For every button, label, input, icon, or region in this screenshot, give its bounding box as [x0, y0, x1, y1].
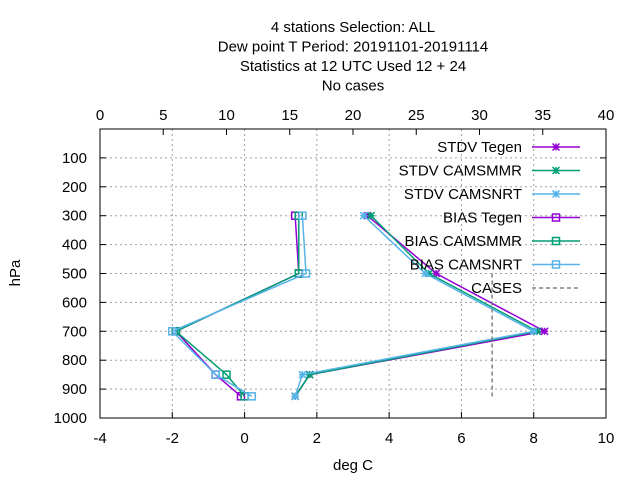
data-series — [168, 211, 549, 401]
data-point — [298, 370, 307, 379]
y-tick-label: 100 — [62, 150, 87, 167]
y-tick-label: 800 — [62, 352, 87, 369]
x2-tick-label: 0 — [96, 107, 104, 124]
grid-lines — [100, 129, 606, 418]
data-point — [211, 370, 220, 379]
x2-tick-label: 10 — [218, 107, 235, 124]
title-line-2: Dew point T Period: 20191101-20191114 — [218, 39, 488, 56]
legend-entry: BIAS CAMSMMR — [404, 233, 580, 250]
x-tick-label: 8 — [530, 430, 538, 447]
title-line-3: Statistics at 12 UTC Used 12 + 24 — [240, 58, 466, 75]
x-tick-label: 4 — [385, 430, 393, 447]
x2-tick-label: 5 — [159, 107, 167, 124]
series-line — [174, 215, 300, 397]
y-tick-label: 900 — [62, 381, 87, 398]
legend-label: STDV CAMSMMR — [399, 163, 523, 180]
x2-tick-label: 20 — [345, 107, 362, 124]
x-axis-label: deg C — [333, 457, 373, 474]
legend-label: STDV Tegen — [437, 139, 522, 156]
title-line-1: 4 stations Selection: ALL — [271, 19, 435, 36]
legend-label: BIAS CAMSMMR — [404, 233, 522, 250]
legend-marker — [551, 236, 561, 246]
legend-entry: BIAS CAMSNRT — [410, 257, 580, 274]
data-point — [533, 327, 542, 336]
data-point — [432, 269, 441, 278]
x2-tick-label: 40 — [598, 107, 615, 124]
y-tick-label: 700 — [62, 323, 87, 340]
data-point — [168, 327, 177, 336]
legend-label: CASES — [471, 280, 522, 297]
y-axis-label: hPa — [7, 259, 24, 286]
data-point — [529, 327, 538, 336]
title-line-4: No cases — [322, 78, 385, 95]
y-tick-label: 400 — [62, 237, 87, 254]
data-point — [359, 211, 368, 220]
data-point — [247, 392, 257, 401]
y-tick-label: 200 — [62, 179, 87, 196]
data-point — [222, 370, 231, 379]
series-line — [174, 215, 300, 397]
x2-tick-label: 35 — [534, 107, 551, 124]
series-stdv-camsnrt — [291, 211, 538, 401]
x-tick-label: -4 — [93, 430, 106, 447]
series-bias-camsnrt — [168, 211, 311, 401]
data-point — [540, 327, 549, 336]
x2-axis-ticks: 0 5 10 15 20 25 30 35 40 — [96, 107, 615, 135]
x-tick-label: 0 — [240, 430, 248, 447]
x-axis-ticks: -4 -2 0 2 4 6 8 10 — [93, 412, 614, 447]
series-line — [170, 215, 307, 397]
data-point — [305, 370, 314, 379]
data-point — [363, 211, 372, 220]
series-bias-tegen — [171, 211, 304, 401]
data-point — [424, 269, 433, 278]
legend-label: BIAS CAMSNRT — [410, 257, 522, 274]
data-point — [291, 392, 300, 401]
legend-marker — [551, 213, 561, 222]
legend-marker — [551, 189, 561, 199]
y-tick-label: 500 — [62, 266, 87, 283]
legend-entry: STDV Tegen — [437, 139, 580, 156]
legend: STDV Tegen STDV CAMSMMR STDV CAMSNRT BIAS T… — [399, 139, 580, 297]
data-point — [367, 211, 376, 220]
legend-entry: STDV CAMSNRT — [404, 186, 580, 203]
legend-marker — [551, 142, 561, 152]
x2-tick-label: 25 — [408, 107, 425, 124]
series-bias-camsmmr — [171, 211, 304, 401]
data-point — [421, 269, 430, 278]
x-tick-label: 2 — [313, 430, 321, 447]
x-tick-label: 10 — [598, 430, 615, 447]
legend-entry: STDV CAMSMMR — [399, 163, 580, 180]
x-tick-label: -2 — [166, 430, 179, 447]
legend-entry: CASES — [471, 280, 580, 297]
y-tick-label: 300 — [62, 208, 87, 225]
data-point — [301, 269, 311, 278]
legend-marker — [551, 260, 561, 269]
legend-label: STDV CAMSNRT — [404, 186, 522, 203]
x-tick-label: 6 — [457, 430, 465, 447]
x2-tick-label: 30 — [471, 107, 488, 124]
x2-tick-label: 15 — [281, 107, 298, 124]
legend-marker — [551, 166, 561, 175]
legend-entry: BIAS Tegen — [443, 210, 580, 227]
y-axis-ticks: 100 200 300 400 500 600 700 800 900 1000 — [54, 150, 606, 427]
legend-label: BIAS Tegen — [443, 210, 522, 227]
y-tick-label: 600 — [62, 294, 87, 311]
y-tick-label: 1000 — [54, 410, 87, 427]
chart-title: 4 stations Selection: ALL Dew point T Per… — [218, 19, 488, 95]
data-point — [298, 211, 307, 220]
